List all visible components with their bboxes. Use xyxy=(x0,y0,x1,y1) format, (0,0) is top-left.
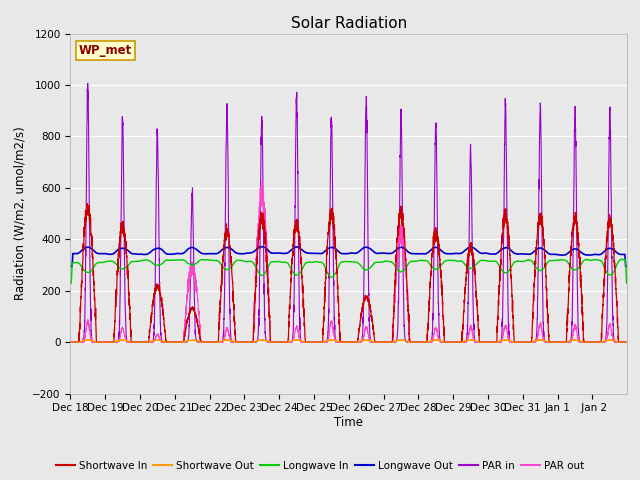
PAR out xyxy=(529,339,537,345)
Longwave Out xyxy=(370,249,378,254)
Line: Longwave In: Longwave In xyxy=(70,259,627,283)
Line: PAR in: PAR in xyxy=(70,83,627,342)
Shortwave Out xyxy=(369,339,377,345)
Line: PAR out: PAR out xyxy=(70,181,627,342)
Shortwave In xyxy=(399,224,407,230)
PAR out xyxy=(182,310,189,315)
X-axis label: Time: Time xyxy=(334,416,364,429)
Shortwave Out xyxy=(502,337,509,343)
Longwave In xyxy=(623,280,631,286)
PAR in xyxy=(502,100,509,106)
Text: WP_met: WP_met xyxy=(79,44,132,58)
Longwave In xyxy=(182,258,189,264)
Longwave Out xyxy=(67,264,74,269)
PAR out xyxy=(543,339,551,345)
Longwave In xyxy=(618,256,626,262)
Shortwave In xyxy=(370,330,378,336)
Shortwave In xyxy=(529,307,537,312)
Title: Solar Radiation: Solar Radiation xyxy=(291,16,407,31)
Longwave In xyxy=(529,259,537,265)
PAR out xyxy=(259,179,266,184)
Line: Shortwave Out: Shortwave Out xyxy=(70,340,627,342)
Legend: Shortwave In, Shortwave Out, Longwave In, Longwave Out, PAR in, PAR out: Shortwave In, Shortwave Out, Longwave In… xyxy=(52,456,588,475)
Longwave In xyxy=(399,268,407,274)
Shortwave In xyxy=(182,324,190,330)
Shortwave Out xyxy=(182,338,189,344)
Longwave Out xyxy=(623,264,631,269)
Shortwave In xyxy=(502,216,509,222)
PAR out xyxy=(370,339,378,345)
PAR in xyxy=(84,80,92,86)
Line: Longwave Out: Longwave Out xyxy=(70,247,627,266)
Shortwave Out xyxy=(399,337,407,343)
Y-axis label: Radiation (W/m2, umol/m2/s): Radiation (W/m2, umol/m2/s) xyxy=(13,127,27,300)
Shortwave Out xyxy=(431,337,439,343)
Shortwave Out xyxy=(623,339,631,345)
Longwave Out xyxy=(529,250,537,255)
Longwave Out xyxy=(543,250,551,255)
PAR in xyxy=(543,339,551,345)
Shortwave In xyxy=(67,339,74,345)
Longwave In xyxy=(543,260,551,266)
Shortwave In xyxy=(543,301,551,307)
Line: Shortwave In: Shortwave In xyxy=(70,204,627,342)
PAR out xyxy=(502,324,509,329)
Longwave Out xyxy=(399,245,407,251)
PAR in xyxy=(623,339,631,345)
Shortwave In xyxy=(84,201,92,206)
Shortwave In xyxy=(623,339,631,345)
PAR in xyxy=(182,339,190,345)
Longwave In xyxy=(502,270,509,276)
Longwave In xyxy=(67,280,74,286)
Longwave Out xyxy=(502,245,509,251)
Shortwave Out xyxy=(529,339,537,345)
Longwave Out xyxy=(257,244,265,250)
PAR in xyxy=(370,339,378,345)
PAR out xyxy=(399,234,407,240)
Shortwave Out xyxy=(543,338,551,344)
PAR out xyxy=(67,339,74,345)
Longwave Out xyxy=(182,249,189,254)
PAR in xyxy=(399,288,407,294)
PAR out xyxy=(623,339,631,345)
Shortwave Out xyxy=(67,339,74,345)
PAR in xyxy=(529,339,537,345)
Longwave In xyxy=(369,261,377,267)
PAR in xyxy=(67,339,74,345)
